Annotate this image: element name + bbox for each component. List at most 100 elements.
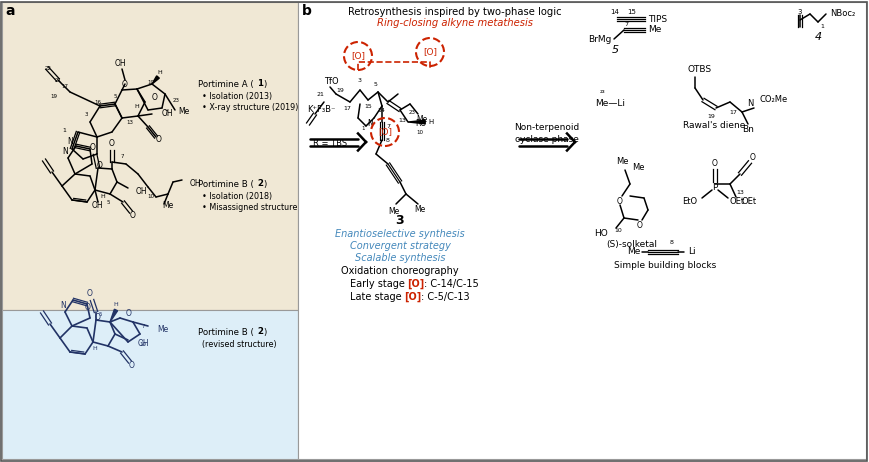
Text: 14: 14 <box>611 9 620 15</box>
Text: 5: 5 <box>113 93 116 98</box>
Text: 19: 19 <box>336 87 344 92</box>
Text: Me: Me <box>616 158 628 166</box>
Text: Me: Me <box>415 206 426 214</box>
Text: O: O <box>617 196 623 206</box>
Text: O: O <box>90 144 96 152</box>
Text: Convergent strategy: Convergent strategy <box>349 241 450 251</box>
Text: 19: 19 <box>50 95 57 99</box>
Text: Me—Li: Me—Li <box>595 99 625 109</box>
Text: a: a <box>5 4 15 18</box>
Text: O: O <box>85 303 91 311</box>
Text: 19: 19 <box>707 114 715 118</box>
Text: 3: 3 <box>798 9 802 15</box>
Text: • Isolation (2018): • Isolation (2018) <box>202 192 272 201</box>
Text: RO: RO <box>415 120 427 128</box>
Text: Scalable synthesis: Scalable synthesis <box>355 253 445 263</box>
Text: 13: 13 <box>398 117 406 122</box>
Text: 10: 10 <box>140 341 147 346</box>
Text: 15: 15 <box>364 104 372 109</box>
Text: 5: 5 <box>374 81 378 86</box>
Text: OH: OH <box>136 188 148 196</box>
Text: 7: 7 <box>142 324 145 329</box>
Text: Late stage: Late stage <box>350 292 405 302</box>
Bar <box>298 2 866 459</box>
Text: H: H <box>114 303 118 308</box>
Text: HO: HO <box>594 229 608 237</box>
Text: Portimine A (: Portimine A ( <box>198 79 254 89</box>
Text: O: O <box>97 162 103 170</box>
Text: cyclase phase: cyclase phase <box>515 134 579 144</box>
Text: Li: Li <box>688 248 695 256</box>
Text: 17: 17 <box>62 85 69 90</box>
Text: 13: 13 <box>736 189 744 195</box>
Text: TfO: TfO <box>324 78 339 86</box>
Text: 3: 3 <box>358 78 362 83</box>
Text: 17: 17 <box>729 109 737 115</box>
Text: Retrosynthesis inspired by two-phase logic: Retrosynthesis inspired by two-phase log… <box>348 7 562 17</box>
Text: O: O <box>87 290 93 298</box>
Text: R = TBS: R = TBS <box>313 140 347 148</box>
Text: (S)-solketal: (S)-solketal <box>607 239 658 249</box>
Text: ): ) <box>263 180 266 188</box>
Text: O: O <box>637 221 643 231</box>
Text: [O]: [O] <box>407 279 424 289</box>
Text: 10: 10 <box>614 227 622 232</box>
Text: H: H <box>135 104 139 109</box>
Text: OTBS: OTBS <box>688 66 712 74</box>
Text: 5: 5 <box>106 200 109 205</box>
Text: 23: 23 <box>173 97 180 103</box>
Text: [O]: [O] <box>423 48 437 56</box>
Text: Me: Me <box>416 116 428 124</box>
Text: Me: Me <box>627 248 640 256</box>
Bar <box>2 2 298 310</box>
Text: • Isolation (2013): • Isolation (2013) <box>202 91 272 101</box>
Text: 13: 13 <box>127 120 134 124</box>
Text: 2: 2 <box>257 328 263 336</box>
Text: 10: 10 <box>148 79 155 85</box>
Text: 14: 14 <box>377 108 385 113</box>
Text: [O]: [O] <box>378 128 392 136</box>
Text: OH: OH <box>114 60 126 68</box>
Text: 7: 7 <box>120 153 123 158</box>
Text: OEt: OEt <box>742 196 757 206</box>
Text: N: N <box>746 99 753 109</box>
Text: 23: 23 <box>408 109 415 115</box>
Text: O: O <box>130 211 136 219</box>
Text: 7: 7 <box>164 109 168 115</box>
Text: [O]: [O] <box>404 292 421 302</box>
Text: 7: 7 <box>624 22 628 26</box>
Text: OEt: OEt <box>730 197 745 207</box>
Text: Portimine B (: Portimine B ( <box>198 328 254 336</box>
Text: H: H <box>93 346 97 351</box>
Text: Me: Me <box>648 25 661 35</box>
Text: 3: 3 <box>84 111 88 116</box>
Text: Me: Me <box>388 207 400 217</box>
Text: N: N <box>62 146 68 156</box>
Text: Me: Me <box>163 201 174 211</box>
Text: K⁺F₃B⁻: K⁺F₃B⁻ <box>307 104 335 114</box>
Text: H: H <box>428 119 434 125</box>
Text: Portimine B (: Portimine B ( <box>198 180 254 188</box>
Text: ): ) <box>263 328 266 336</box>
Text: 21: 21 <box>55 79 62 84</box>
Polygon shape <box>408 120 425 124</box>
Text: 10: 10 <box>416 129 423 134</box>
Text: O: O <box>152 92 158 102</box>
Text: [O]: [O] <box>351 51 365 61</box>
Text: Enantioselective synthesis: Enantioselective synthesis <box>335 229 465 239</box>
Text: 2: 2 <box>257 180 263 188</box>
Text: EtO: EtO <box>682 197 697 207</box>
Text: 4: 4 <box>814 32 821 42</box>
Text: OH: OH <box>138 340 149 348</box>
Text: Non-terpenoid: Non-terpenoid <box>514 122 580 132</box>
Text: O: O <box>95 314 101 322</box>
Text: N: N <box>67 136 73 146</box>
Text: 1: 1 <box>62 128 66 133</box>
Text: TIPS: TIPS <box>648 14 667 24</box>
Text: 16: 16 <box>95 99 102 104</box>
Text: 5: 5 <box>98 311 102 316</box>
Text: 1: 1 <box>257 79 263 89</box>
Text: : C-5/C-13: : C-5/C-13 <box>421 292 469 302</box>
Text: ): ) <box>263 79 266 89</box>
Text: 7: 7 <box>386 123 390 128</box>
